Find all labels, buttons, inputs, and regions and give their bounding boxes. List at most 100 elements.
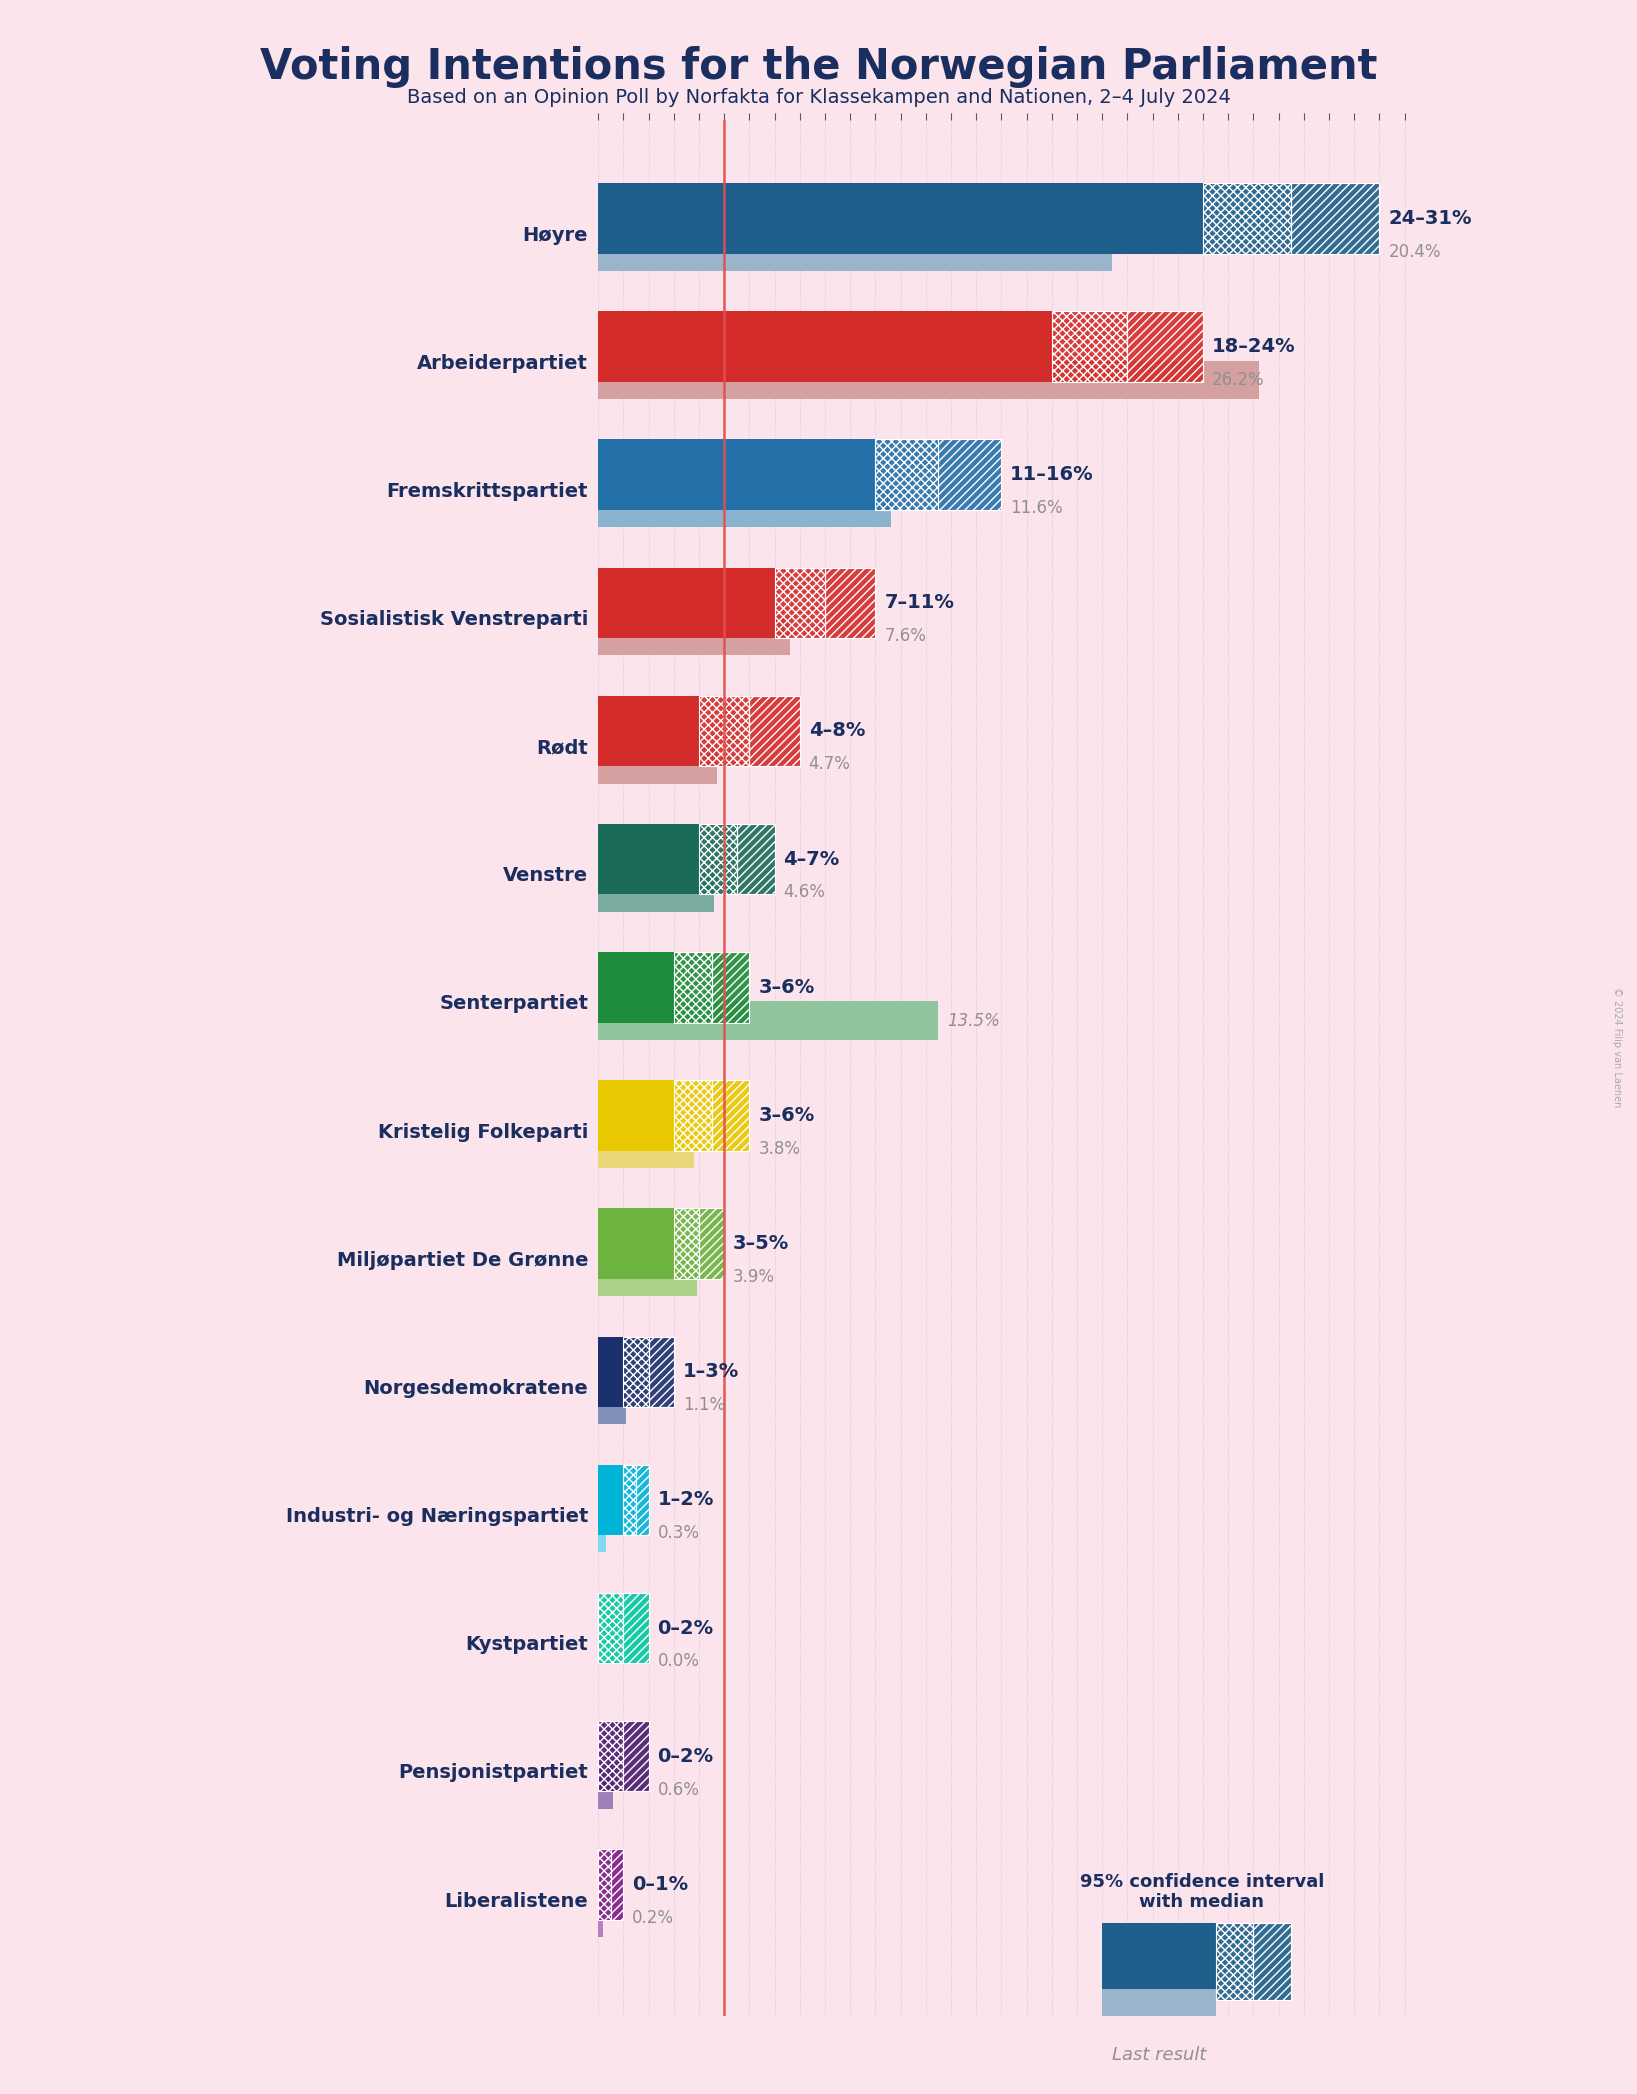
Bar xyxy=(699,695,750,766)
Bar xyxy=(674,1081,712,1152)
Bar xyxy=(598,618,789,655)
Bar xyxy=(598,1464,624,1535)
Bar xyxy=(712,1081,750,1152)
Text: 11–16%: 11–16% xyxy=(1010,465,1094,484)
Text: 4.6%: 4.6% xyxy=(784,884,825,903)
Bar xyxy=(598,1258,697,1296)
Bar xyxy=(598,1386,625,1424)
Bar xyxy=(598,1849,611,1920)
Text: 26.2%: 26.2% xyxy=(1211,371,1264,389)
Text: 24–31%: 24–31% xyxy=(1388,209,1472,228)
Bar xyxy=(598,745,717,783)
Text: 7.6%: 7.6% xyxy=(884,628,927,645)
Text: 3.8%: 3.8% xyxy=(758,1139,800,1158)
Bar xyxy=(598,1001,938,1041)
Bar xyxy=(624,1336,648,1407)
Text: Last result: Last result xyxy=(1112,2046,1206,2065)
Text: Voting Intentions for the Norwegian Parliament: Voting Intentions for the Norwegian Parl… xyxy=(260,46,1377,88)
Text: 1.1%: 1.1% xyxy=(683,1397,725,1413)
Text: Pensjonistpartiet: Pensjonistpartiet xyxy=(398,1763,588,1782)
Bar xyxy=(1128,312,1203,381)
Bar xyxy=(699,1208,724,1279)
Text: 7–11%: 7–11% xyxy=(884,593,954,611)
Bar xyxy=(598,695,699,766)
Text: 20.4%: 20.4% xyxy=(1388,243,1441,260)
Bar xyxy=(598,1721,624,1792)
Bar xyxy=(598,1899,604,1937)
Bar xyxy=(1053,312,1128,381)
Bar xyxy=(598,360,1259,400)
Bar xyxy=(598,1721,624,1792)
Bar xyxy=(598,1129,694,1168)
Text: Liberalistene: Liberalistene xyxy=(444,1891,588,1910)
Text: 0.6%: 0.6% xyxy=(658,1780,699,1799)
Text: 11.6%: 11.6% xyxy=(1010,498,1062,517)
Text: 4–7%: 4–7% xyxy=(784,850,840,869)
Bar xyxy=(648,1336,674,1407)
Text: 3.9%: 3.9% xyxy=(733,1269,774,1286)
Bar xyxy=(876,440,938,511)
Text: Based on an Opinion Poll by Norfakta for Klassekampen and Nationen, 2–4 July 202: Based on an Opinion Poll by Norfakta for… xyxy=(406,88,1231,107)
Text: © 2024 Filip van Laenen: © 2024 Filip van Laenen xyxy=(1612,986,1622,1108)
Text: Norgesdemokratene: Norgesdemokratene xyxy=(363,1380,588,1399)
Bar xyxy=(1292,182,1380,253)
Bar xyxy=(598,823,699,894)
Text: 13.5%: 13.5% xyxy=(948,1011,1000,1030)
Bar xyxy=(598,567,774,639)
Bar xyxy=(825,567,876,639)
Bar xyxy=(674,953,712,1022)
Text: Kystpartiet: Kystpartiet xyxy=(465,1635,588,1654)
Text: 3–6%: 3–6% xyxy=(758,978,815,997)
Bar xyxy=(712,1081,750,1152)
Bar xyxy=(611,1849,624,1920)
Bar xyxy=(876,440,938,511)
Bar xyxy=(1292,182,1380,253)
Text: Rødt: Rødt xyxy=(537,739,588,758)
Bar xyxy=(624,1721,648,1792)
Text: Fremskrittspartiet: Fremskrittspartiet xyxy=(386,482,588,500)
Bar xyxy=(1102,1989,1216,2031)
Bar xyxy=(598,488,891,528)
Text: Venstre: Venstre xyxy=(503,867,588,886)
Bar xyxy=(624,1464,637,1535)
Bar xyxy=(598,1208,674,1279)
Bar xyxy=(774,567,825,639)
Text: 3–5%: 3–5% xyxy=(733,1233,789,1252)
Bar xyxy=(699,823,737,894)
Bar xyxy=(674,953,712,1022)
Bar xyxy=(598,440,876,511)
Bar xyxy=(750,695,800,766)
Bar xyxy=(712,953,750,1022)
Bar xyxy=(1102,1922,1216,2000)
Bar xyxy=(598,1081,674,1152)
Text: 0.0%: 0.0% xyxy=(658,1652,699,1671)
Bar xyxy=(611,1849,624,1920)
Bar xyxy=(598,1594,624,1663)
Bar xyxy=(737,823,774,894)
Bar xyxy=(1216,1922,1254,2000)
Text: Arbeiderpartiet: Arbeiderpartiet xyxy=(417,354,588,373)
Bar xyxy=(1216,1922,1254,2000)
Bar xyxy=(637,1464,648,1535)
Text: Sosialistisk Venstreparti: Sosialistisk Venstreparti xyxy=(319,609,588,628)
Text: 4–8%: 4–8% xyxy=(809,722,864,741)
Bar xyxy=(598,1336,624,1407)
Bar xyxy=(699,1208,724,1279)
Text: 1–2%: 1–2% xyxy=(658,1491,714,1510)
Text: 0–2%: 0–2% xyxy=(658,1746,714,1765)
Bar xyxy=(637,1464,648,1535)
Bar xyxy=(750,695,800,766)
Bar xyxy=(1053,312,1128,381)
Bar xyxy=(598,312,1053,381)
Bar xyxy=(648,1336,674,1407)
Text: 3–6%: 3–6% xyxy=(758,1106,815,1124)
Bar xyxy=(825,567,876,639)
Bar xyxy=(938,440,1002,511)
Bar xyxy=(674,1208,699,1279)
Bar xyxy=(674,1208,699,1279)
Bar xyxy=(624,1594,648,1663)
Bar xyxy=(624,1721,648,1792)
Bar xyxy=(699,695,750,766)
Bar xyxy=(1203,182,1292,253)
Bar xyxy=(624,1594,648,1663)
